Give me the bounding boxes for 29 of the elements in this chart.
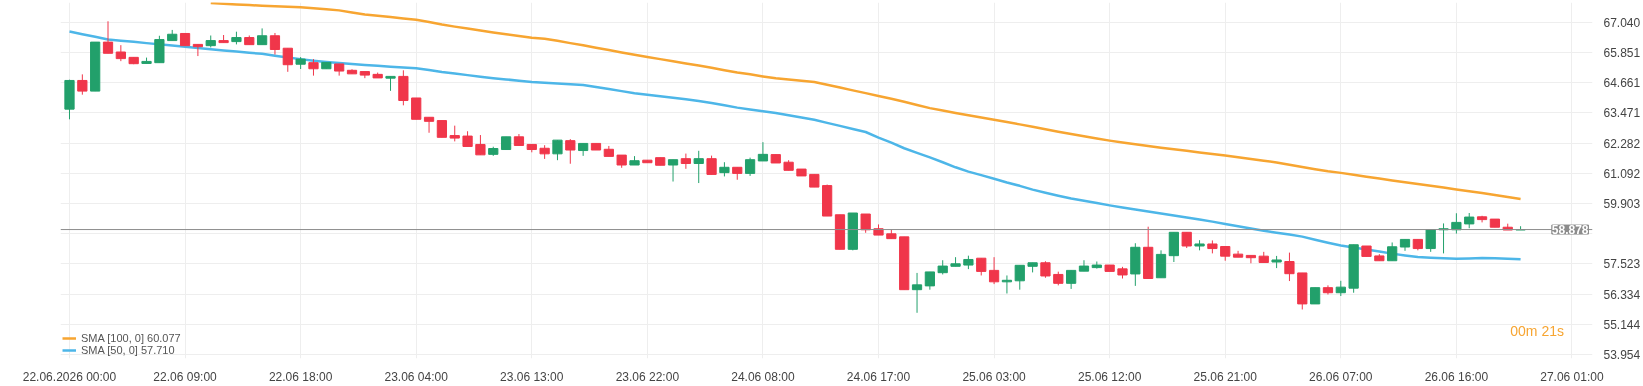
y-tick-label: 53.954: [1603, 348, 1641, 363]
y-tick-label: 57.523: [1603, 257, 1641, 272]
x-tick-label: 25.06 12:00: [1077, 369, 1142, 384]
x-tick-label: 25.06 03:00: [962, 369, 1027, 384]
ref-line-label: 58.878: [1551, 223, 1589, 238]
y-tick-label: 62.282: [1603, 136, 1641, 151]
x-tick-label: 22.06.2026 00:00: [22, 369, 117, 384]
y-tick-label: 65.851: [1603, 46, 1641, 60]
y-tick-label: 63.471: [1603, 106, 1641, 121]
x-tick-label: 24.06 17:00: [846, 369, 911, 384]
y-tick-label: 59.903: [1603, 197, 1641, 212]
x-tick-label: 23.06 13:00: [500, 369, 564, 384]
x-tick-label: 26.06 16:00: [1424, 369, 1489, 384]
y-tick-label: 61.092: [1603, 166, 1641, 181]
y-tick-label: 55.144: [1603, 317, 1641, 332]
y-tick-label: 64.661: [1603, 76, 1641, 91]
x-tick-label: 27.06 01:00: [1540, 369, 1604, 384]
x-tick-label: 22.06 09:00: [153, 369, 218, 384]
x-tick-label: 23.06 04:00: [384, 369, 449, 384]
y-tick-label: 67.040: [1603, 15, 1641, 30]
x-tick-label: 23.06 22:00: [615, 369, 680, 384]
legend-label: SMA [100, 0] 60.077: [81, 332, 181, 344]
x-tick-label: 24.06 08:00: [731, 369, 795, 384]
y-tick-label: 56.334: [1603, 287, 1641, 302]
annotation: 00m 21s: [1510, 322, 1564, 339]
x-tick-label: 22.06 18:00: [268, 369, 333, 384]
legend-label: SMA [50, 0] 57.710: [81, 344, 175, 356]
x-tick-label: 25.06 21:00: [1193, 369, 1258, 384]
x-tick-label: 26.06 07:00: [1309, 369, 1373, 384]
